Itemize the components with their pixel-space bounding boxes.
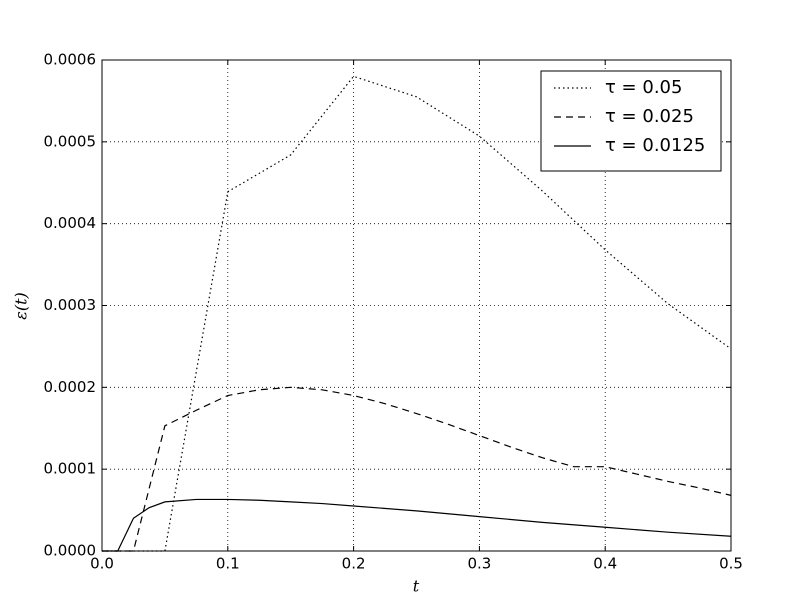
x-tick-label: 0.4 <box>593 555 617 573</box>
x-tick-label: 0.1 <box>216 555 240 573</box>
y-tick-label: 0.0003 <box>44 296 97 314</box>
x-tick-label: 0.5 <box>719 555 743 573</box>
y-tick-label: 0.0004 <box>44 214 97 232</box>
x-tick-label: 0.3 <box>467 555 491 573</box>
x-axis-title: t <box>413 577 420 596</box>
y-tick-label: 0.0002 <box>44 378 97 396</box>
y-tick-label: 0.0000 <box>44 542 97 560</box>
series-line <box>102 386 732 552</box>
y-tick-label: 0.0006 <box>44 51 97 69</box>
legend-box <box>540 70 722 172</box>
legend-label: τ = 0.0125 <box>605 135 705 156</box>
series-line <box>102 75 732 552</box>
plot-frame <box>101 59 732 552</box>
series-line <box>102 498 732 552</box>
legend-label: τ = 0.025 <box>605 106 694 127</box>
x-tick-label: 0.0 <box>90 555 114 573</box>
legend-label: τ = 0.05 <box>605 77 682 98</box>
x-tick-label: 0.2 <box>342 555 366 573</box>
y-tick-label: 0.0001 <box>44 460 97 478</box>
y-axis-title: ε(t) <box>12 292 31 320</box>
y-tick-label: 0.0005 <box>44 132 97 150</box>
